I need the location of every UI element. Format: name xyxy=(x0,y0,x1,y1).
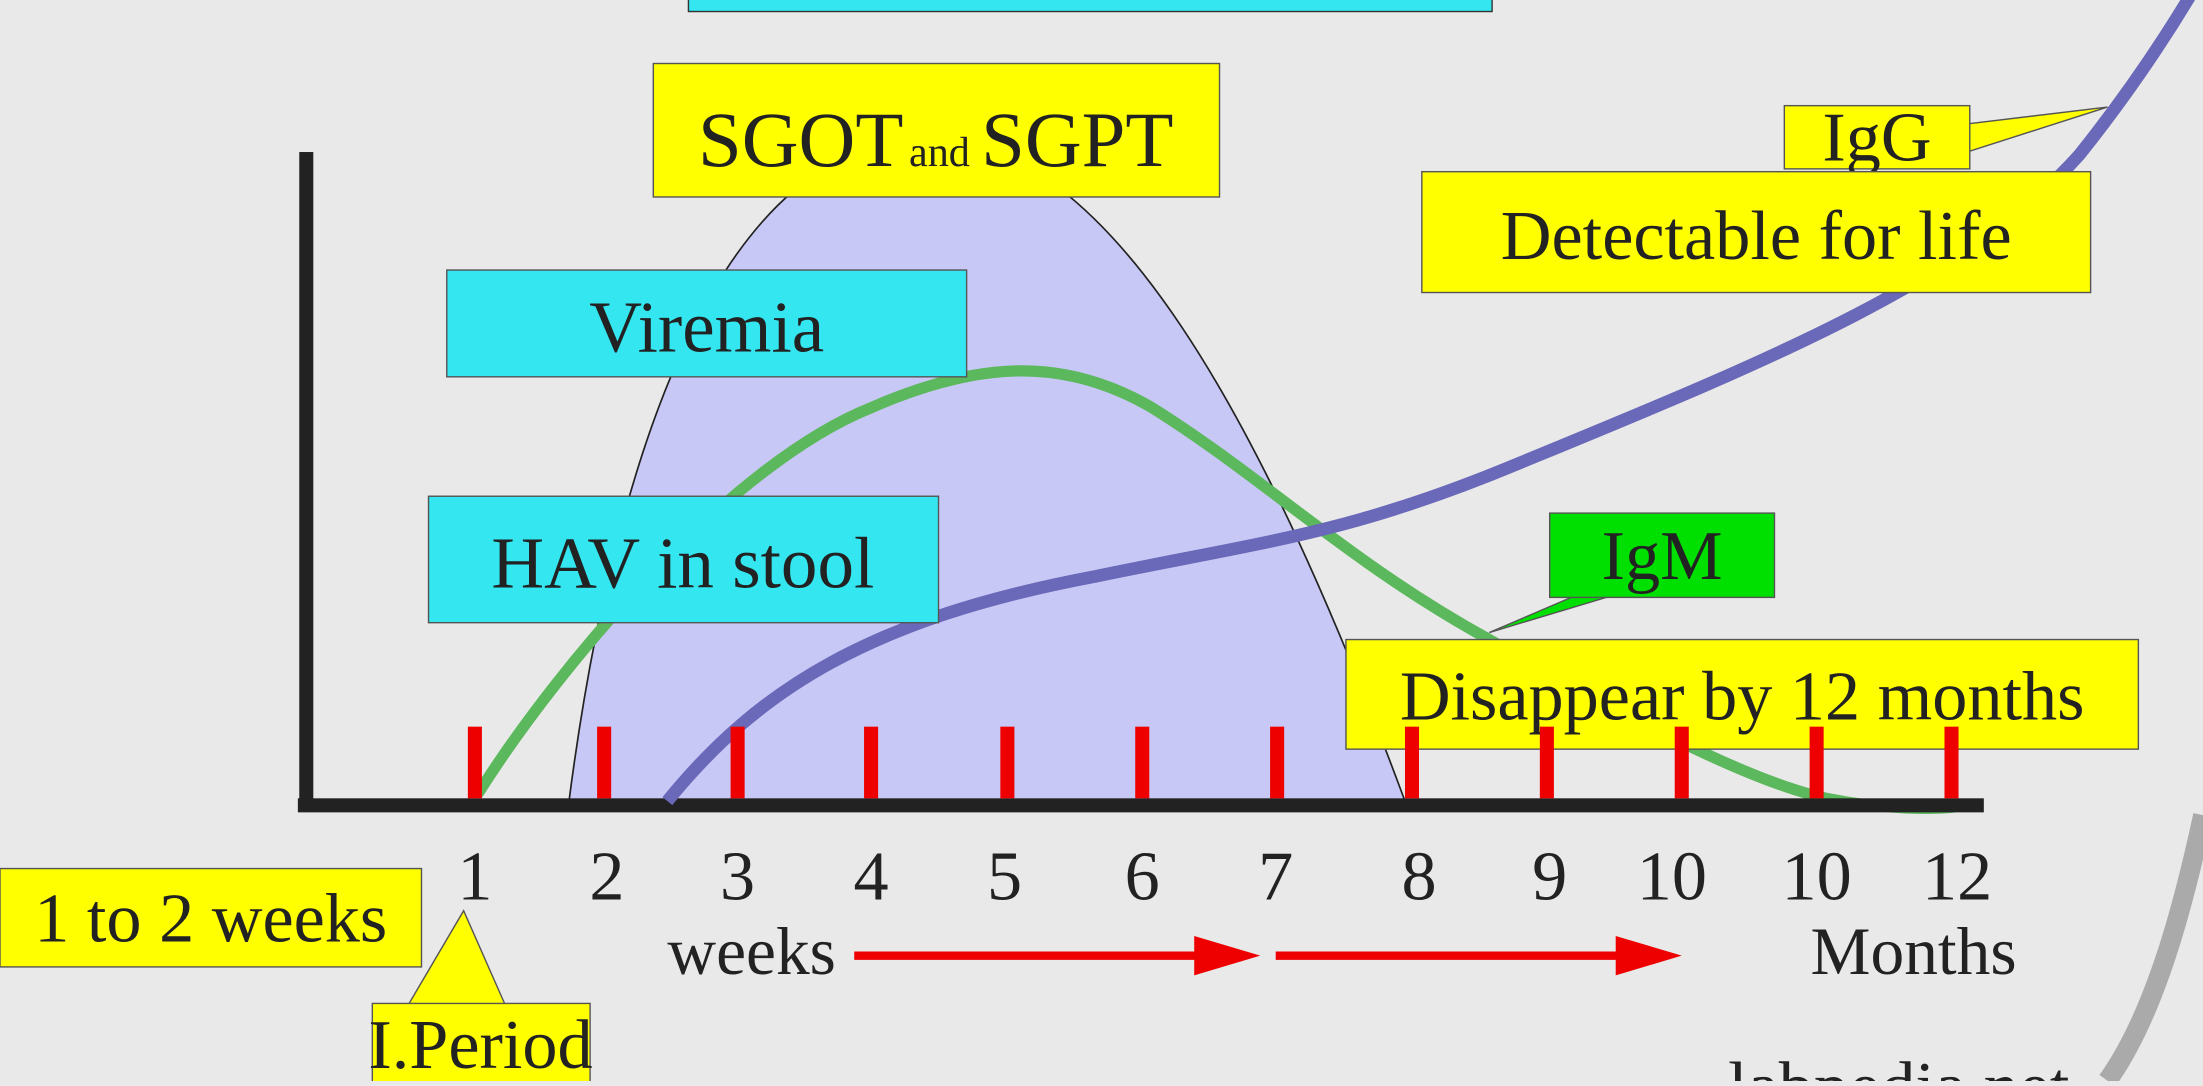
x-axis xyxy=(297,798,1984,813)
x-axis-label: 10 xyxy=(1637,837,1707,915)
corner-decoration xyxy=(2099,813,2203,1086)
x-axis-label: 5 xyxy=(987,837,1022,915)
tick-mark xyxy=(1539,726,1554,799)
x-axis-label: 4 xyxy=(854,837,889,915)
igg-box xyxy=(1783,104,1971,170)
hav-label: HAV in stool xyxy=(491,523,874,604)
x-axis-label: 7 xyxy=(1258,837,1293,915)
x-axis-label: 10 xyxy=(1782,837,1852,915)
hav-box xyxy=(427,495,940,624)
top-box xyxy=(687,0,1493,13)
x-axis-label: 6 xyxy=(1125,837,1160,915)
tick-mark xyxy=(1135,726,1150,799)
months-label: Months xyxy=(1811,914,2017,989)
viremia-curve xyxy=(472,365,1957,814)
tick-mark xyxy=(597,726,612,799)
x-axis-label: 9 xyxy=(1532,837,1567,915)
tick-mark xyxy=(730,726,745,799)
tick-mark xyxy=(1270,726,1285,799)
x-axis-label: 3 xyxy=(720,837,755,915)
tick-mark xyxy=(1809,726,1824,799)
incubation-label: 1 to 2 weeks xyxy=(34,880,387,958)
igg-note-box xyxy=(1421,170,2092,294)
period-label: I.Period xyxy=(368,1006,592,1081)
tick-mark xyxy=(1000,726,1015,799)
igm-box xyxy=(1548,512,1776,599)
incubation-box xyxy=(0,867,423,968)
igg-curve xyxy=(662,0,2196,806)
igg-label: IgG xyxy=(1822,98,1931,176)
x-axis-label: 1 xyxy=(457,837,492,915)
sgot-box xyxy=(652,62,1221,198)
igm-note: Disappear by 12 months xyxy=(1400,658,2085,736)
tick-mark xyxy=(1404,726,1420,799)
period-box xyxy=(371,1002,591,1086)
viremia-label: Viremia xyxy=(589,287,824,368)
arrows xyxy=(854,936,1682,976)
tick-mark xyxy=(467,726,482,799)
sgot-label: SGOT and SGPT xyxy=(698,97,1173,184)
tick-mark xyxy=(1674,726,1689,799)
igm-label: IgM xyxy=(1602,517,1723,595)
source: labpedia.net xyxy=(1728,1048,2070,1081)
x-axis-label: 8 xyxy=(1401,837,1436,915)
weeks-label: weeks xyxy=(667,914,836,989)
x-axis-label: 2 xyxy=(589,837,624,915)
viremia-box xyxy=(446,269,968,378)
x-axis-label: 12 xyxy=(1922,837,1992,915)
igm-note-box xyxy=(1345,638,2140,750)
igg-note: Detectable for life xyxy=(1501,197,2012,275)
tick-mark xyxy=(1944,726,1959,799)
tick-mark xyxy=(864,726,879,799)
y-axis xyxy=(299,152,314,810)
